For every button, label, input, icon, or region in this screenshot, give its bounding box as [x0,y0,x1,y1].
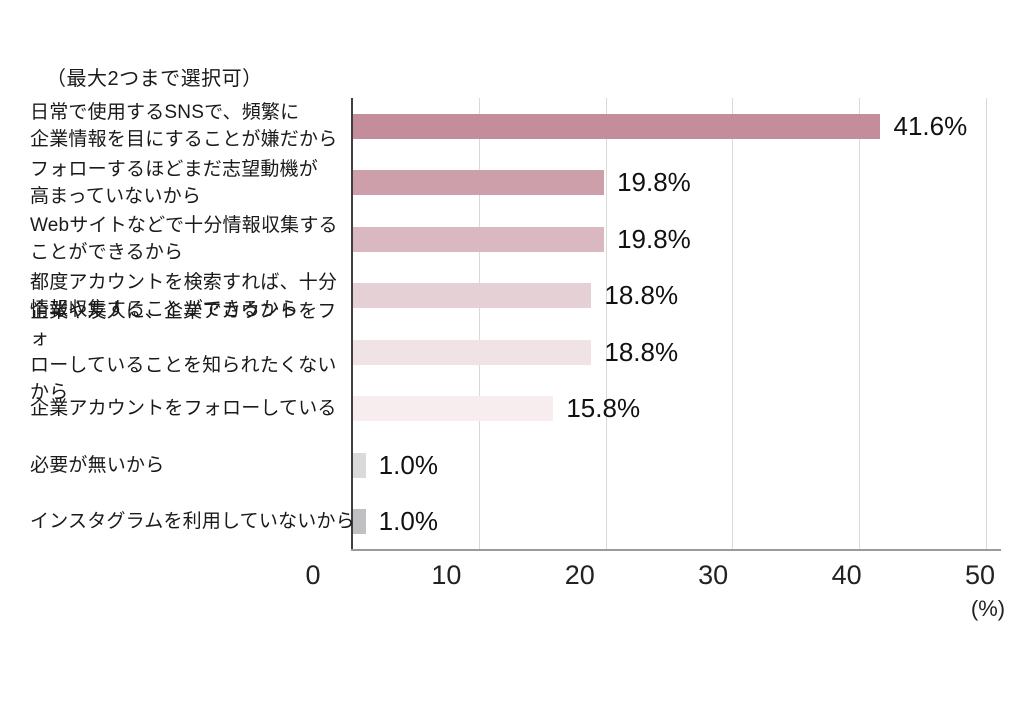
x-tick-label: 0 [305,560,321,590]
bar [353,339,592,365]
bar [353,226,605,252]
category-label: 都度アカウントを検索すれば、十分 情報収集することができるから [30,271,338,320]
value-label: 19.8% [617,167,691,198]
bar [353,283,592,309]
bar [353,113,881,139]
bar [353,170,605,196]
bar [353,452,366,478]
value-label: 1.0% [378,449,438,480]
category-label: Webサイトなどで十分情報収集する ことができるから [30,215,338,264]
category-label: 日常で使用するSNSで、頻繁に 企業情報を目にすることが嫌だから [30,102,338,151]
value-label: 15.8% [566,393,641,424]
gridline [605,98,607,550]
category-label: フォローするほどまだ志望動機が 高まっていないから [30,158,319,207]
gridline [732,98,734,550]
gridline [986,98,987,550]
x-tick-label: 20 [564,560,595,590]
value-label: 1.0% [378,506,438,537]
y-axis-line [351,98,353,550]
bar [353,509,366,535]
value-label: 18.8% [604,336,679,367]
value-label: 18.8% [604,280,679,311]
value-label: 41.6% [893,110,968,141]
chart-note: （最大2つまで選択可） [46,68,263,90]
category-label: 必要が無いから [30,454,165,476]
x-axis-line [351,549,1001,551]
x-tick-label: 40 [831,560,862,590]
gridline [859,98,861,550]
category-label: 企業アカウントをフォローしている [30,398,337,420]
gridline [478,98,480,550]
value-label: 19.8% [617,223,691,254]
x-tick-label: 50 [964,560,996,590]
x-axis-unit-label: (%) [970,596,1006,621]
bar [353,396,554,422]
x-tick-label: 10 [431,560,462,590]
category-label: インスタグラムを利用していないから [30,511,355,533]
x-tick-label: 30 [698,560,729,590]
category-label: 企業や友人に、企業アカウントをフォ ローしていることを知られたくないから [30,301,337,404]
